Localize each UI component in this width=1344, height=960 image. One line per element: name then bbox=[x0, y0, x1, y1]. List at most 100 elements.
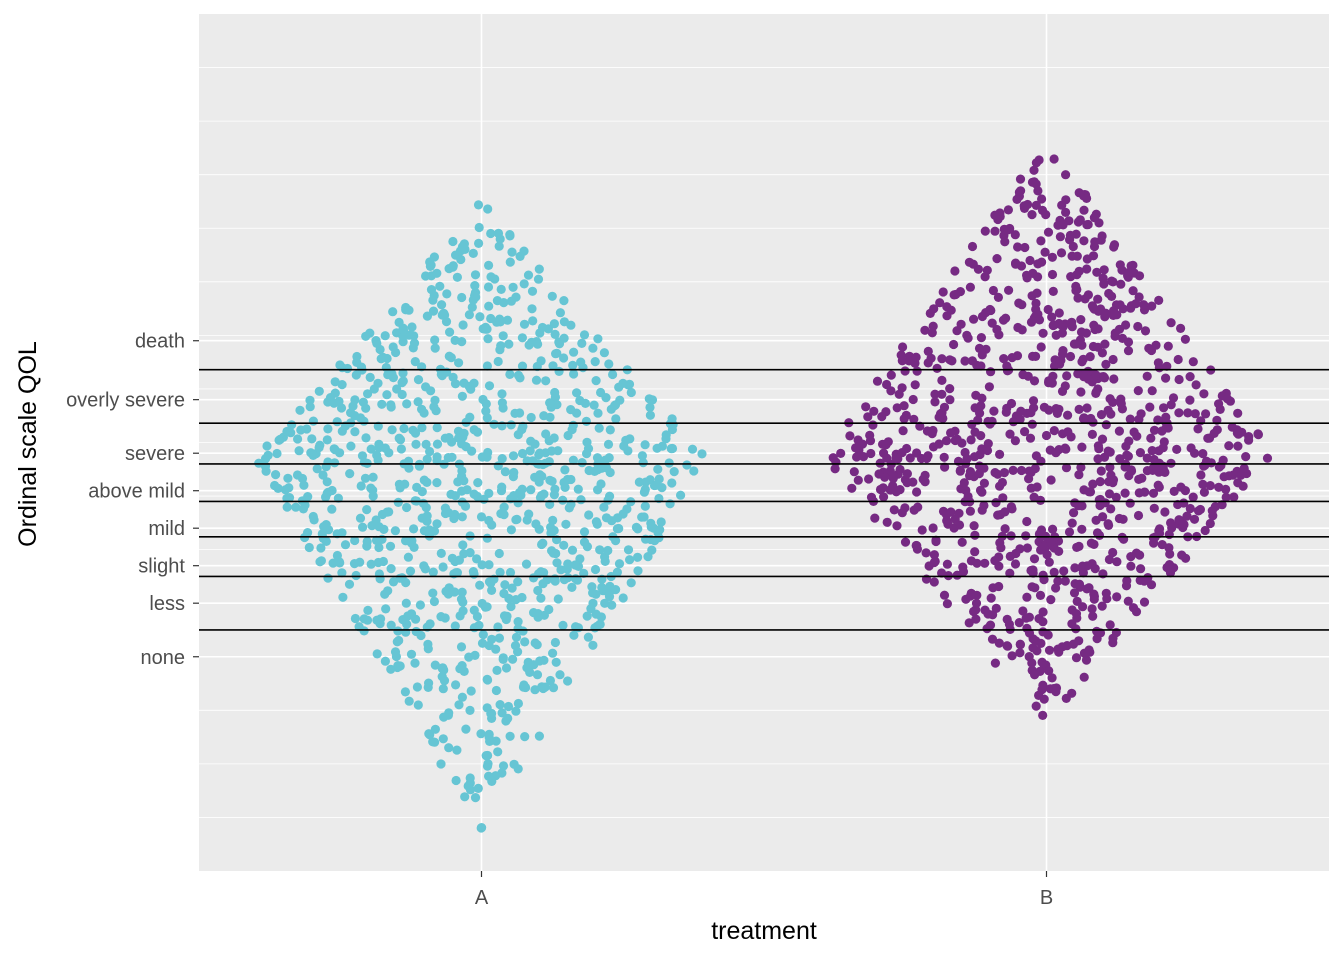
data-point bbox=[491, 644, 501, 654]
data-point bbox=[1098, 512, 1108, 522]
data-point bbox=[400, 687, 410, 697]
data-point bbox=[1167, 523, 1177, 533]
data-point bbox=[1134, 488, 1144, 498]
data-point bbox=[530, 685, 540, 695]
data-point bbox=[667, 478, 677, 488]
data-point bbox=[384, 507, 394, 517]
data-point bbox=[536, 593, 546, 603]
data-point bbox=[965, 467, 976, 477]
data-point bbox=[894, 389, 904, 399]
data-point bbox=[893, 454, 903, 464]
data-point bbox=[564, 503, 574, 513]
data-point bbox=[525, 446, 535, 456]
data-point bbox=[368, 472, 378, 482]
data-point bbox=[497, 398, 507, 408]
data-point bbox=[603, 439, 614, 449]
data-point bbox=[1015, 174, 1026, 184]
data-point bbox=[308, 416, 318, 426]
data-point bbox=[371, 336, 381, 346]
data-point bbox=[626, 387, 636, 398]
data-point bbox=[532, 640, 542, 650]
data-point bbox=[1069, 508, 1079, 518]
data-point bbox=[1191, 380, 1201, 390]
data-point bbox=[1105, 447, 1115, 457]
data-point bbox=[318, 470, 328, 480]
data-point bbox=[476, 512, 487, 522]
data-point bbox=[401, 598, 411, 608]
data-point bbox=[271, 470, 281, 480]
data-point bbox=[1059, 566, 1069, 576]
data-point bbox=[1198, 479, 1208, 489]
data-point bbox=[645, 402, 655, 412]
data-point bbox=[494, 548, 504, 559]
data-point bbox=[499, 298, 509, 308]
data-point bbox=[1088, 479, 1098, 489]
data-point bbox=[954, 508, 964, 518]
data-point bbox=[358, 522, 368, 532]
data-point bbox=[980, 226, 990, 236]
data-point bbox=[470, 793, 481, 803]
data-point bbox=[330, 377, 340, 387]
data-point bbox=[448, 372, 458, 382]
data-point bbox=[523, 657, 533, 668]
data-point bbox=[614, 523, 624, 534]
data-point bbox=[1020, 242, 1030, 253]
data-point bbox=[444, 743, 454, 753]
data-point bbox=[569, 347, 579, 357]
data-point bbox=[510, 641, 521, 651]
data-point bbox=[1239, 463, 1249, 473]
data-point bbox=[497, 389, 507, 399]
data-point bbox=[603, 495, 613, 505]
data-point bbox=[510, 408, 520, 418]
data-point bbox=[1147, 386, 1157, 396]
data-point bbox=[654, 474, 664, 484]
data-point bbox=[432, 423, 442, 433]
data-point bbox=[455, 664, 465, 674]
data-point bbox=[1077, 357, 1087, 367]
data-point bbox=[1016, 465, 1027, 476]
data-point bbox=[321, 536, 331, 547]
data-point bbox=[582, 542, 593, 552]
data-point bbox=[963, 333, 973, 343]
data-point bbox=[507, 247, 517, 257]
data-point bbox=[1238, 481, 1248, 491]
data-point bbox=[365, 372, 375, 382]
data-point bbox=[410, 658, 420, 668]
data-point bbox=[687, 444, 698, 454]
x-tick-label: B bbox=[1040, 887, 1053, 909]
data-point bbox=[1047, 269, 1058, 280]
data-point bbox=[1008, 465, 1018, 475]
data-point bbox=[481, 406, 491, 416]
data-point bbox=[1027, 582, 1037, 592]
data-point bbox=[381, 604, 391, 614]
data-point bbox=[316, 556, 326, 566]
data-point bbox=[923, 358, 933, 368]
data-point bbox=[545, 675, 556, 686]
data-point bbox=[555, 670, 565, 680]
data-point bbox=[432, 439, 443, 449]
data-point bbox=[408, 425, 418, 435]
data-point bbox=[1032, 288, 1042, 298]
data-point bbox=[393, 626, 403, 636]
data-point bbox=[337, 568, 347, 578]
data-point bbox=[1014, 191, 1024, 201]
data-point bbox=[409, 331, 419, 341]
data-point bbox=[611, 536, 621, 546]
data-point bbox=[579, 330, 590, 340]
data-point bbox=[499, 502, 509, 512]
data-point bbox=[1108, 354, 1118, 365]
data-point bbox=[436, 612, 446, 622]
data-point bbox=[1037, 194, 1047, 204]
data-point bbox=[892, 521, 902, 531]
data-point bbox=[965, 506, 976, 516]
data-point bbox=[1154, 295, 1164, 305]
data-point bbox=[942, 599, 953, 609]
data-point bbox=[505, 230, 515, 240]
data-point bbox=[412, 682, 422, 692]
data-point bbox=[387, 425, 397, 435]
data-point bbox=[455, 246, 465, 256]
data-point bbox=[457, 512, 467, 522]
data-point bbox=[366, 444, 376, 454]
data-point bbox=[390, 647, 401, 657]
data-point bbox=[506, 296, 516, 306]
